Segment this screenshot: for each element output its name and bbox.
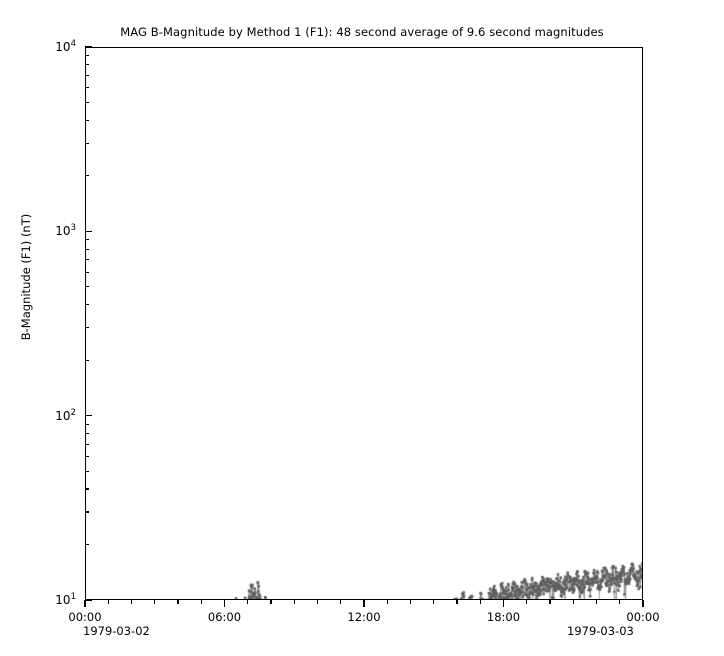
x-axis-minor-tick xyxy=(200,600,202,604)
x-axis-minor-tick xyxy=(130,600,133,604)
y-axis-major-tick xyxy=(85,230,92,232)
x-axis-major-tick xyxy=(84,600,86,607)
y-axis-minor-tick xyxy=(85,488,89,490)
y-axis-tick-label: 104 xyxy=(55,39,76,54)
x-axis-tick-label: 00:00 xyxy=(68,610,102,624)
y-axis-tick-label: 101 xyxy=(55,592,76,607)
x-axis-tick-label: 18:00 xyxy=(486,610,521,624)
x-axis-tick-label: 12:00 xyxy=(347,610,381,624)
y-axis-minor-tick xyxy=(85,119,89,121)
x-axis-tick-label: 00:00 xyxy=(626,610,660,624)
y-axis-minor-tick xyxy=(85,455,89,458)
y-axis-minor-tick xyxy=(85,248,89,250)
y-axis-minor-tick xyxy=(85,74,89,77)
x-axis-minor-tick xyxy=(386,600,388,604)
y-axis-minor-tick xyxy=(85,175,89,177)
y-axis-minor-tick xyxy=(85,470,89,472)
x-axis-minor-tick xyxy=(595,600,598,604)
x-axis-minor-tick xyxy=(340,600,342,604)
y-axis-minor-tick xyxy=(85,64,89,66)
x-axis-major-tick xyxy=(502,600,505,607)
x-axis-major-tick xyxy=(642,600,644,607)
y-axis-minor-tick xyxy=(85,142,89,144)
x-axis-tick-label: 06:00 xyxy=(207,610,242,624)
y-axis-minor-tick xyxy=(85,304,89,306)
y-axis-tick-label: 103 xyxy=(55,223,76,239)
y-axis-minor-tick xyxy=(85,87,89,89)
y-axis-minor-tick xyxy=(85,239,89,241)
y-axis-minor-tick xyxy=(85,443,89,445)
x-axis-minor-tick xyxy=(409,600,412,604)
x-axis-end-date-label: 1979-03-03 xyxy=(567,624,634,638)
y-axis-minor-tick xyxy=(85,511,89,513)
x-axis-minor-tick xyxy=(479,600,481,604)
y-axis-tick-label: 102 xyxy=(55,407,76,423)
x-axis-minor-tick xyxy=(270,600,272,604)
y-axis-minor-tick xyxy=(85,259,89,261)
y-axis-major-tick xyxy=(85,415,92,417)
x-axis-major-tick xyxy=(223,600,226,607)
x-axis-minor-tick xyxy=(526,600,528,604)
y-axis-minor-tick xyxy=(85,423,89,425)
x-axis-minor-tick xyxy=(619,600,621,604)
x-axis-minor-tick xyxy=(154,600,156,604)
y-axis-minor-tick xyxy=(85,327,89,329)
y-axis-minor-tick xyxy=(85,359,89,361)
x-axis-minor-tick xyxy=(247,600,249,604)
x-axis-start-date-label: 1979-03-02 xyxy=(83,624,150,638)
y-axis-minor-tick xyxy=(85,54,89,57)
y-axis-major-tick xyxy=(85,599,92,601)
y-axis-minor-tick xyxy=(85,286,89,288)
chart-title: MAG B-Magnitude by Method 1 (F1): 48 sec… xyxy=(120,25,604,39)
x-axis-minor-tick xyxy=(433,600,435,604)
plot-area xyxy=(85,47,643,600)
x-axis-minor-tick xyxy=(572,600,574,604)
x-axis-minor-tick xyxy=(177,600,179,604)
y-axis-minor-tick xyxy=(85,271,89,273)
x-axis-minor-tick xyxy=(293,600,295,604)
y-axis-minor-tick xyxy=(85,543,89,546)
x-axis-minor-tick xyxy=(107,600,109,604)
y-axis-minor-tick xyxy=(85,432,89,435)
data-series-canvas xyxy=(86,48,642,599)
x-axis-minor-tick xyxy=(316,600,319,604)
y-axis-major-tick xyxy=(85,46,92,48)
y-axis-label: B-Magnitude (F1) (nT) xyxy=(19,213,33,341)
x-axis-minor-tick xyxy=(549,600,551,604)
x-axis-major-tick xyxy=(363,600,365,607)
y-axis-minor-tick xyxy=(85,101,89,104)
x-axis-minor-tick xyxy=(456,600,458,604)
